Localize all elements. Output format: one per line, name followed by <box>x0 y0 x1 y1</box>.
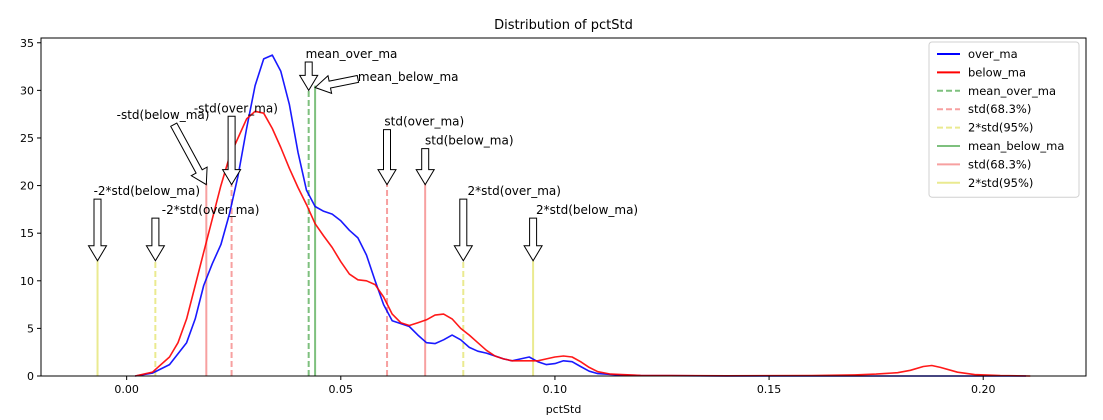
legend-label-5: mean_below_ma <box>968 139 1064 153</box>
chart-title: Distribution of pctStd <box>494 18 633 33</box>
x-tick-label-4: 0.20 <box>971 383 996 396</box>
legend-label-4: 2*std(95%) <box>968 121 1033 135</box>
legend-box <box>928 41 1080 198</box>
y-tick-label-0: 0 <box>27 370 34 383</box>
y-tick-label-7: 35 <box>20 37 34 50</box>
x-axis-label: pctStd <box>546 403 582 416</box>
annotation-arrow-8 <box>453 198 474 262</box>
annotation-label-0: mean_over_ma <box>306 47 398 61</box>
y-tick-label-4: 20 <box>20 180 34 193</box>
annotation-label-4: std(over_ma) <box>384 115 464 129</box>
legend-label-3: std(68.3%) <box>968 102 1031 116</box>
annotation-arrow-7 <box>145 217 166 262</box>
annotation-label-3: -std(over_ma) <box>194 101 278 115</box>
axes: 0.00 0.05 0.10 0.15 0.20 0 5 10 15 20 25 30 35 <box>20 37 1087 396</box>
legend-label-1: below_ma <box>968 65 1026 79</box>
annotation-label-9: 2*std(below_ma) <box>536 203 638 217</box>
legend-label-0: over_ma <box>968 47 1018 61</box>
legend-label-2: mean_over_ma <box>968 84 1056 98</box>
y-tick-label-3: 15 <box>20 227 34 240</box>
annotation-arrow-4 <box>377 129 397 186</box>
annotation-arrow-6 <box>87 198 108 262</box>
plot-frame <box>40 37 1087 377</box>
annotation-arrow-1 <box>314 74 360 95</box>
legend: over_ma below_ma mean_over_ma std(68.3%) 2*s… <box>928 41 1080 198</box>
annotation-arrow-0 <box>298 61 319 92</box>
annotation-label-6: -2*std(below_ma) <box>94 184 200 198</box>
series-line-below_ma <box>135 110 1031 377</box>
annotation-arrow-9 <box>523 217 543 262</box>
annotation-label-7: -2*std(over_ma) <box>162 203 260 217</box>
x-tick-label-1: 0.05 <box>329 383 354 396</box>
legend-label-7: 2*std(95%) <box>968 176 1033 190</box>
y-tick-label-6: 30 <box>20 84 34 97</box>
y-tick-label-1: 5 <box>27 322 34 335</box>
reference-lines <box>96 85 535 376</box>
annotations: mean_over_mamean_below_ma-std(below_ma)-… <box>87 47 638 262</box>
annotation-label-5: std(below_ma) <box>425 134 513 148</box>
series-line-over_ma <box>135 54 1026 377</box>
annotation-arrow-5 <box>415 148 436 186</box>
x-tick-label-3: 0.15 <box>757 383 782 396</box>
annotation-label-8: 2*std(over_ma) <box>468 184 561 198</box>
annotation-label-2: -std(below_ma) <box>117 108 210 122</box>
annotation-label-1: mean_below_ma <box>358 70 459 84</box>
legend-label-6: std(68.3%) <box>968 157 1031 171</box>
y-tick-label-5: 25 <box>20 132 34 145</box>
annotation-arrow-2 <box>170 122 208 186</box>
y-tick-label-2: 10 <box>20 275 34 288</box>
x-tick-label-2: 0.10 <box>543 383 568 396</box>
annotation-arrow-3 <box>221 115 242 186</box>
x-tick-label-0: 0.00 <box>114 383 139 396</box>
